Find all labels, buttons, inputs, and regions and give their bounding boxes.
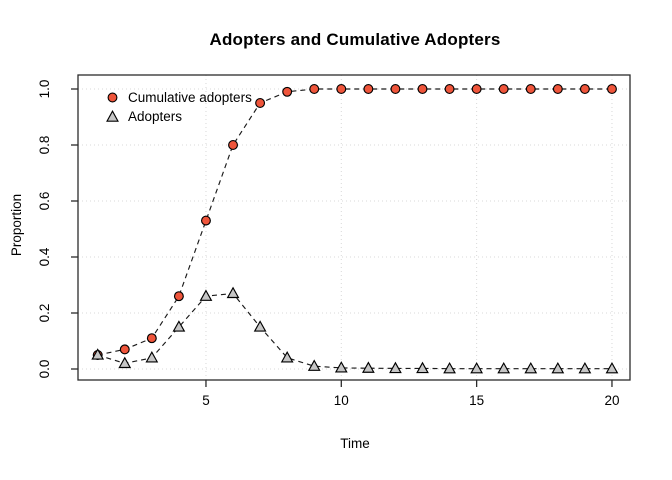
- legend-item-cumulative: Cumulative adopters: [106, 88, 252, 107]
- data-point-circle: [498, 84, 509, 94]
- data-point-triangle: [172, 320, 186, 332]
- y-tick-label: 1.0: [37, 80, 52, 99]
- data-point-triangle: [605, 361, 619, 374]
- data-point-triangle: [361, 361, 375, 373]
- data-point-circle: [336, 84, 347, 94]
- data-point-triangle: [551, 361, 565, 374]
- data-point-triangle: [307, 359, 321, 371]
- x-tick-label: 10: [334, 393, 349, 408]
- plot-frame: [77, 74, 631, 381]
- x-tick-label: 15: [469, 393, 484, 408]
- y-tick-label: 0.6: [37, 192, 52, 211]
- legend-item-adopters: Adopters: [106, 107, 252, 126]
- data-point-circle: [444, 84, 455, 94]
- legend-label-cumulative: Cumulative adopters: [128, 90, 252, 105]
- adopters-triangle-icon: [106, 110, 119, 122]
- y-tick-label: 0.2: [37, 304, 52, 323]
- data-point-triangle: [199, 289, 213, 301]
- data-point-triangle: [389, 361, 402, 374]
- data-point-circle: [146, 333, 157, 344]
- data-point-triangle: [253, 320, 267, 332]
- series-line-cumulative: [97, 88, 612, 356]
- data-point-circle: [119, 344, 130, 355]
- data-point-triangle: [226, 286, 240, 299]
- data-point-circle: [579, 84, 590, 94]
- y-tick-label: 0.8: [37, 136, 52, 155]
- data-point-circle: [255, 98, 266, 108]
- x-tick-label: 5: [202, 393, 210, 408]
- data-point-circle: [200, 215, 211, 226]
- y-axis-label: Proportion: [9, 193, 24, 257]
- data-point-triangle: [524, 361, 538, 374]
- data-point-triangle: [470, 361, 484, 374]
- data-point-triangle: [145, 351, 159, 363]
- data-point-circle: [606, 84, 617, 94]
- data-point-circle: [525, 84, 536, 94]
- data-point-triangle: [497, 361, 511, 374]
- data-point-circle: [471, 84, 482, 94]
- data-point-triangle: [416, 361, 429, 374]
- data-point-circle: [390, 84, 401, 94]
- data-point-circle: [552, 84, 563, 94]
- data-point-circle: [282, 86, 293, 97]
- x-axis-label: Time: [340, 436, 370, 451]
- data-point-circle: [173, 291, 184, 302]
- legend: Cumulative adopters Adopters: [106, 88, 252, 126]
- data-point-circle: [228, 140, 239, 150]
- cumulative-circle-icon: [107, 92, 118, 103]
- chart-title: Adopters and Cumulative Adopters: [209, 30, 501, 49]
- data-point-circle: [309, 84, 320, 94]
- data-point-circle: [363, 84, 374, 94]
- series-line-adopters: [97, 292, 612, 370]
- x-tick-label: 20: [604, 393, 619, 408]
- data-point-triangle: [280, 351, 294, 363]
- y-tick-label: 0.0: [37, 360, 52, 379]
- y-tick-label: 0.4: [37, 247, 52, 266]
- data-point-circle: [417, 84, 428, 94]
- data-point-triangle: [118, 356, 132, 369]
- data-point-triangle: [443, 361, 456, 374]
- legend-label-adopters: Adopters: [128, 109, 183, 124]
- data-point-triangle: [91, 348, 105, 360]
- data-point-triangle: [578, 361, 592, 374]
- data-point-triangle: [334, 361, 348, 373]
